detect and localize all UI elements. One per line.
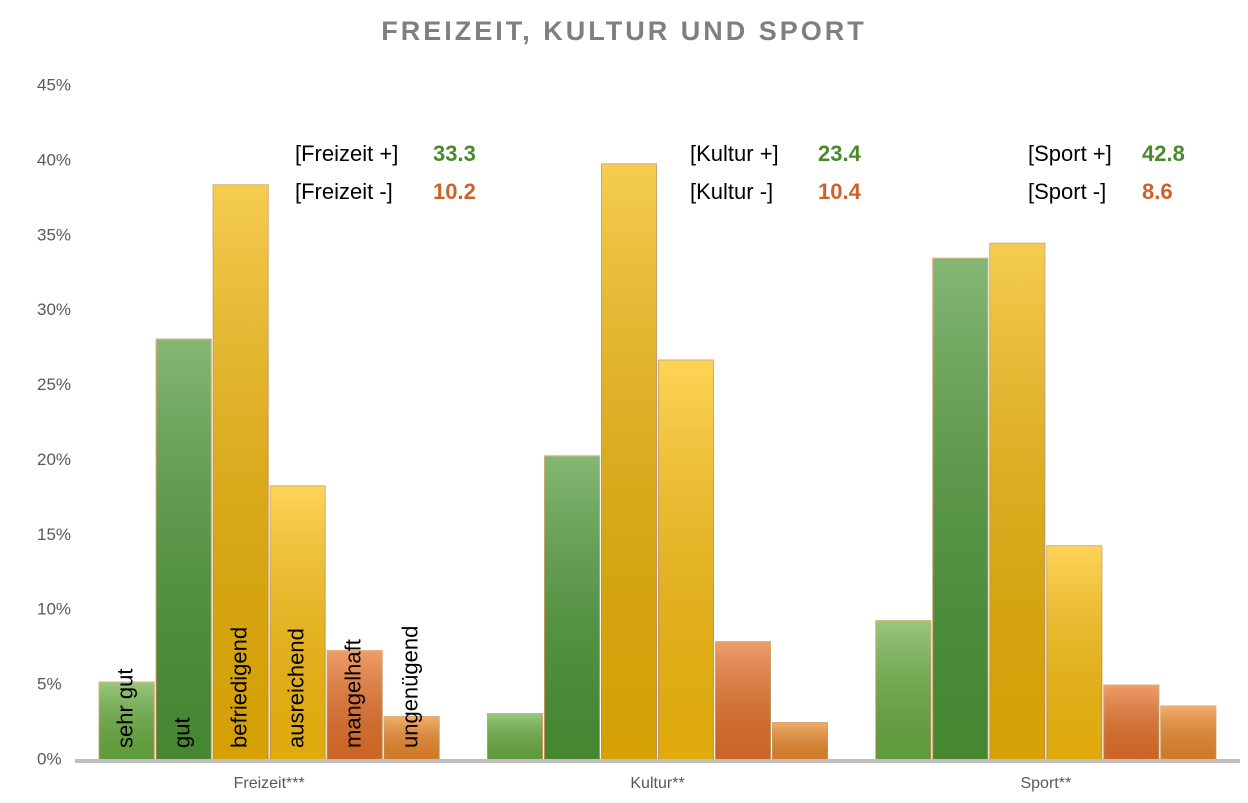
bar-shade — [544, 455, 600, 760]
x-tick-label: Sport** — [1020, 775, 1071, 792]
y-tick-label: 45% — [37, 75, 71, 94]
series-label: ausreichend — [283, 628, 308, 748]
annotation-label: [Freizeit +] — [295, 141, 398, 166]
bar-shade — [658, 360, 714, 760]
y-tick-label: 20% — [37, 450, 71, 469]
bar-shade — [1103, 685, 1159, 760]
x-tick-label: Kultur** — [630, 775, 684, 792]
y-tick-label: 15% — [37, 525, 71, 544]
series-label: mangelhaft — [340, 639, 365, 748]
bar-shade — [715, 641, 771, 760]
bar-shade — [1046, 545, 1102, 760]
bar-shade — [772, 722, 828, 760]
annotation-label: [Kultur +] — [690, 141, 779, 166]
bar-shade — [487, 713, 543, 760]
annotation-value: 10.2 — [433, 179, 476, 204]
bar-shade — [327, 650, 383, 760]
y-tick-label: 5% — [37, 675, 62, 694]
annotation-value: 8.6 — [1142, 179, 1173, 204]
annotation-value: 10.4 — [818, 179, 862, 204]
bar-shade — [989, 243, 1045, 760]
bar-shade — [156, 339, 212, 760]
annotation-label: [Freizeit -] — [295, 179, 393, 204]
series-label: ungenügend — [397, 626, 422, 748]
x-tick-label: Freizeit*** — [234, 775, 305, 792]
y-tick-label: 35% — [37, 225, 71, 244]
bar-shade — [932, 258, 988, 760]
y-tick-label: 30% — [37, 300, 71, 319]
y-tick-label: 10% — [37, 600, 71, 619]
annotation-value: 42.8 — [1142, 141, 1185, 166]
y-tick-label: 25% — [37, 375, 71, 394]
annotation-value: 33.3 — [433, 141, 476, 166]
annotation-label: [Sport +] — [1028, 141, 1112, 166]
bar-shade — [270, 485, 326, 760]
annotation-value: 23.4 — [818, 141, 862, 166]
chart-title: FREIZEIT, KULTUR UND SPORT — [381, 16, 867, 46]
bar-shade — [99, 682, 155, 760]
bar-shade — [1160, 706, 1216, 760]
annotation-label: [Sport -] — [1028, 179, 1106, 204]
series-label: gut — [169, 717, 194, 748]
series-label: sehr gut — [112, 669, 137, 749]
y-tick-label: 0% — [37, 749, 62, 768]
bar-shade — [384, 716, 440, 760]
bar-shade — [875, 620, 931, 760]
annotation-label: [Kultur -] — [690, 179, 773, 204]
bar-shade — [213, 184, 269, 760]
series-label: befriedigend — [226, 627, 251, 748]
bar-shade — [601, 163, 657, 760]
y-tick-label: 40% — [37, 150, 71, 169]
